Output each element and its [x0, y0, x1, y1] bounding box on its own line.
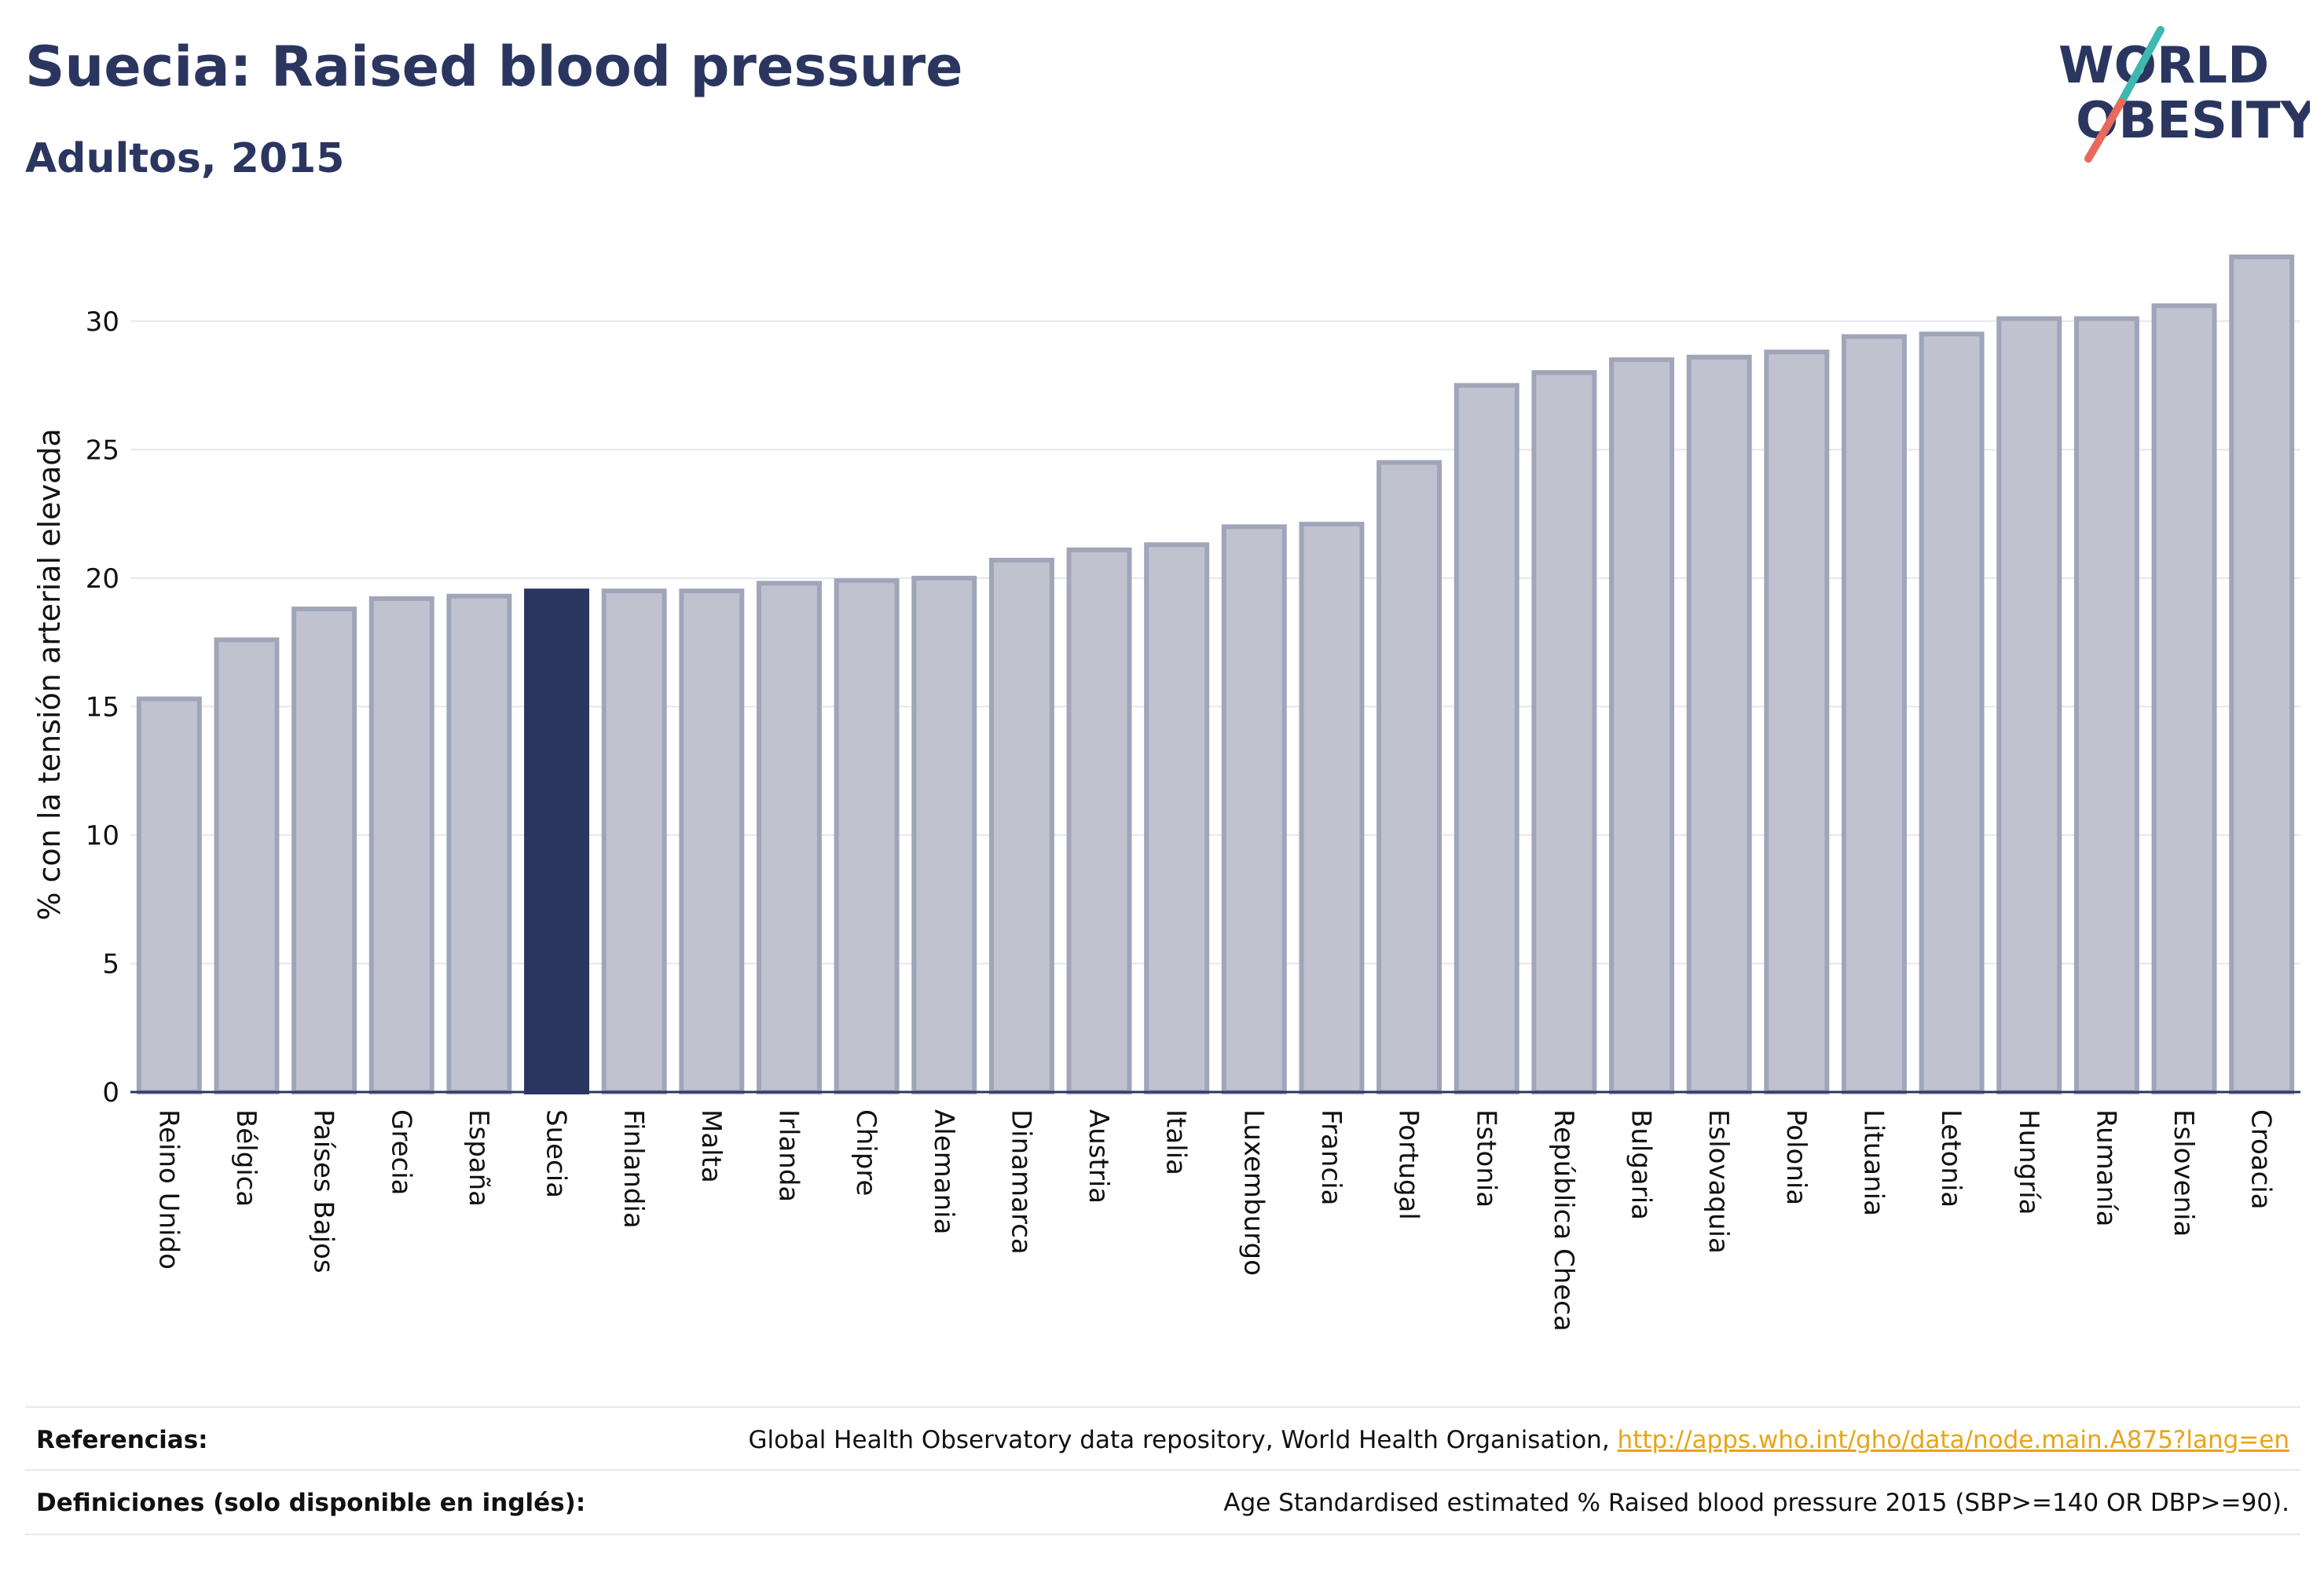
bar-reino-unido — [136, 696, 202, 1095]
x-tick-label: Estonia — [1470, 1109, 1501, 1208]
x-tick-label: Alemania — [928, 1109, 959, 1234]
y-tick-label: 25 — [86, 434, 119, 466]
x-tick-label: Eslovenia — [2168, 1109, 2199, 1237]
x-tick-label: Portugal — [1393, 1109, 1424, 1220]
bar-lituania — [1841, 334, 1907, 1094]
bar-república-checa — [1531, 370, 1597, 1094]
world-obesity-logo: WORLD OBESITY — [2058, 26, 2310, 163]
x-tick-label: República Checa — [1548, 1109, 1579, 1332]
bar-austria — [1066, 547, 1132, 1094]
bar-eslovaquia — [1686, 354, 1752, 1094]
references-source: Global Health Observatory data repositor… — [748, 1426, 1618, 1454]
y-axis-label: % con la tensión arterial elevada — [32, 428, 67, 920]
page-title: Suecia: Raised blood pressure — [25, 35, 963, 99]
bar-irlanda — [756, 581, 822, 1094]
x-tick-label: Italia — [1160, 1109, 1192, 1175]
bar-francia — [1299, 522, 1365, 1094]
bar-croacia — [2229, 255, 2295, 1094]
x-tick-label: Rumanía — [2090, 1109, 2121, 1226]
x-tick-label: Letonia — [1935, 1109, 1967, 1208]
footer-divider-top — [25, 1406, 2300, 1408]
y-tick-label: 10 — [86, 820, 119, 852]
x-tick-label: Bélgica — [230, 1109, 262, 1207]
x-tick-label: Chipre — [850, 1109, 882, 1196]
definitions-label: Definiciones (solo disponible en inglés)… — [36, 1489, 586, 1517]
x-tick-label: Dinamarca — [1005, 1109, 1036, 1255]
bar-grecia — [368, 596, 434, 1094]
references-label: Referencias: — [36, 1426, 208, 1454]
bar-rumanía — [2073, 316, 2139, 1094]
x-tick-label: Eslovaquia — [1703, 1109, 1734, 1254]
x-tick-label: Finlandia — [618, 1109, 649, 1229]
y-tick-label: 15 — [86, 691, 119, 723]
logo-slash-teal — [2117, 26, 2165, 106]
bar-suecia — [524, 588, 590, 1094]
x-tick-label: Croacia — [2245, 1109, 2277, 1210]
bar-polonia — [1764, 350, 1830, 1095]
x-tick-label: Países Bajos — [308, 1109, 339, 1274]
bar-españa — [446, 593, 512, 1094]
x-tick-label: Malta — [695, 1109, 727, 1183]
x-tick-label: Irlanda — [772, 1109, 804, 1202]
x-tick-label: Hungría — [2013, 1109, 2044, 1215]
logo-line1: WORLD — [2058, 37, 2269, 95]
bar-bélgica — [214, 637, 280, 1094]
bar-chipre — [834, 578, 900, 1094]
x-tick-label: Austria — [1083, 1109, 1114, 1204]
bar-hungría — [1996, 316, 2062, 1094]
bar-alemania — [911, 575, 977, 1094]
bar-italia — [1144, 542, 1210, 1094]
bar-portugal — [1376, 460, 1442, 1094]
x-tick-label: Francia — [1315, 1109, 1347, 1205]
x-tick-label: Grecia — [385, 1109, 416, 1195]
x-tick-label: Bulgaria — [1626, 1109, 1657, 1220]
x-tick-label: Lituania — [1857, 1109, 1889, 1216]
bar-eslovenia — [2151, 303, 2217, 1095]
definitions-text: Age Standardised estimated % Raised bloo… — [1223, 1489, 2289, 1517]
bar-finlandia — [601, 588, 667, 1094]
x-tick-label: Luxemburgo — [1237, 1109, 1269, 1276]
logo-slash-coral — [2084, 98, 2125, 163]
references-link[interactable]: http://apps.who.int/gho/data/node.main.A… — [1617, 1426, 2289, 1454]
bar-bulgaria — [1609, 357, 1675, 1095]
references-text: Global Health Observatory data repositor… — [748, 1426, 2289, 1454]
bar-países-bajos — [291, 607, 357, 1094]
bar-luxemburgo — [1221, 524, 1287, 1094]
footer-divider-bottom — [25, 1534, 2300, 1535]
bar-chart: 0 5 10 15 20 25 30 % con la tensión arterial el… — [32, 255, 2300, 1332]
x-tick-label: Polonia — [1780, 1109, 1812, 1205]
bar-dinamarca — [988, 557, 1054, 1094]
bar-malta — [679, 588, 745, 1094]
footer-divider-middle — [25, 1469, 2300, 1471]
bar-letonia — [1919, 332, 1985, 1095]
bar-estonia — [1453, 383, 1519, 1094]
x-tick-label: Reino Unido — [152, 1109, 184, 1270]
y-tick-label: 20 — [86, 563, 119, 595]
page-subtitle: Adultos, 2015 — [25, 135, 345, 182]
y-tick-label: 30 — [86, 306, 119, 338]
x-tick-label: España — [463, 1109, 494, 1207]
x-tick-label: Suecia — [541, 1109, 572, 1198]
y-tick-label: 5 — [102, 948, 119, 980]
y-tick-label: 0 — [102, 1077, 119, 1109]
